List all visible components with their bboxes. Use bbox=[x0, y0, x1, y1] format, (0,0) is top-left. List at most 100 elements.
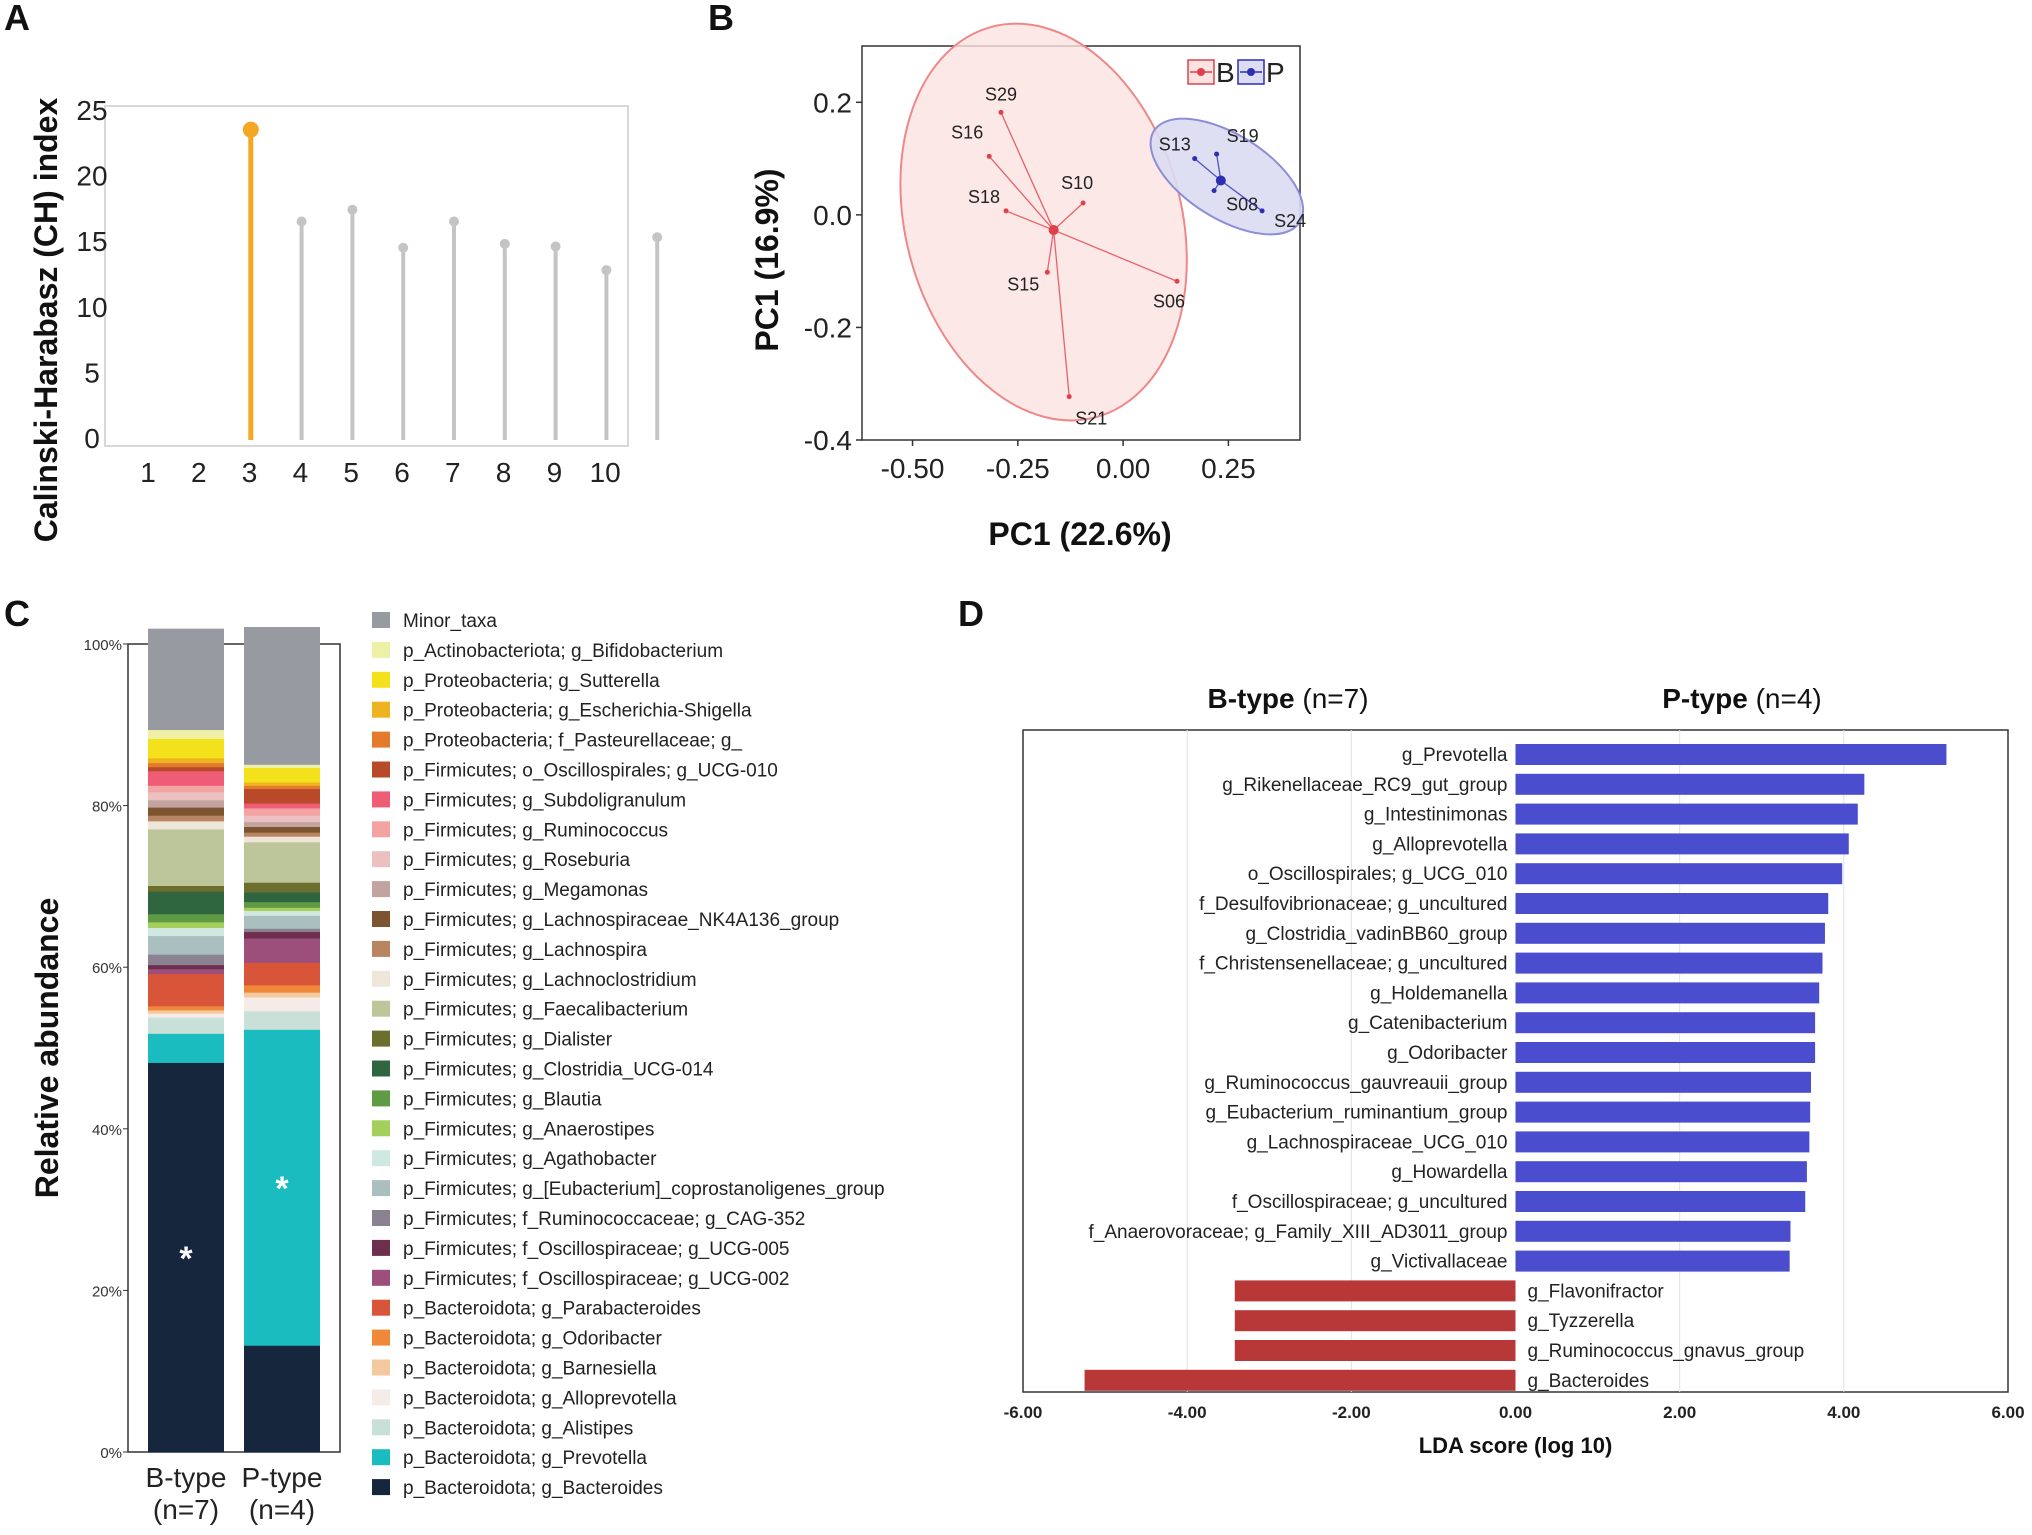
category-label: B-type bbox=[146, 1462, 227, 1493]
taxon-label: g_Bacteroides bbox=[1528, 1371, 1649, 1392]
panel-a-ch-index-chart: 0 5 10 15 20 25 1 2 3 4 5 6 7 8 9 10 Calinski-Harabasz (… bbox=[28, 95, 663, 542]
taxon-label: f_Anaerovoraceae; g_Family_XIII_AD3011_g… bbox=[1089, 1222, 1508, 1243]
lda-bar bbox=[1234, 1340, 1516, 1361]
bar-segment bbox=[244, 785, 320, 790]
bar-segment bbox=[148, 935, 224, 955]
significance-marker: * bbox=[275, 1170, 289, 1208]
legend-swatch bbox=[372, 1030, 390, 1047]
lda-bar bbox=[1515, 803, 1858, 825]
y-tick-label: 15 bbox=[76, 226, 107, 257]
x-tick-label: -6.00 bbox=[1004, 1403, 1043, 1422]
legend-swatch bbox=[372, 1180, 390, 1197]
sample-label: S08 bbox=[1226, 195, 1258, 215]
category-label: P-type bbox=[242, 1462, 323, 1493]
x-tick-label: 7 bbox=[445, 457, 461, 488]
sample-label: S13 bbox=[1159, 135, 1191, 155]
legend-swatch bbox=[372, 911, 390, 927]
legend-label: p_Firmicutes; g_Lachnospiraceae_NK4A136_… bbox=[403, 910, 839, 931]
spider-line bbox=[1220, 179, 1263, 212]
taxon-label: g_Rikenellaceae_RC9_gut_group bbox=[1222, 775, 1507, 796]
bar-segment bbox=[148, 815, 224, 822]
legend-label: p_Firmicutes; g_Anaerostipes bbox=[403, 1119, 654, 1140]
bar-segment bbox=[148, 973, 224, 1007]
legend-label: p_Firmicutes; f_Oscillospiraceae; g_UCG-… bbox=[403, 1269, 790, 1290]
sample-point bbox=[1003, 208, 1009, 214]
legend-swatch bbox=[372, 1269, 390, 1286]
legend-swatch bbox=[372, 1000, 390, 1017]
bar-segment bbox=[244, 767, 320, 783]
sample-label: S06 bbox=[1153, 291, 1185, 311]
y-tick-label: 0% bbox=[100, 1445, 122, 1462]
bar-segment bbox=[148, 968, 224, 975]
spider-line bbox=[1000, 112, 1055, 231]
x-tick-label: 6 bbox=[394, 457, 410, 488]
spider-line bbox=[1005, 210, 1054, 231]
bar-segment bbox=[244, 915, 320, 929]
legend-swatch bbox=[372, 1090, 390, 1107]
sample-label: S18 bbox=[968, 187, 1000, 207]
lda-bar bbox=[1515, 922, 1825, 944]
category-label: (n=7) bbox=[153, 1494, 219, 1525]
bar-segment bbox=[244, 1345, 320, 1453]
x-tick-label: -4.00 bbox=[1168, 1403, 1207, 1422]
cluster-p-ellipse bbox=[1149, 117, 1305, 236]
bar-segment bbox=[244, 808, 320, 816]
lda-bar bbox=[1515, 1161, 1807, 1183]
bar-segment bbox=[148, 785, 224, 793]
lollipop-point bbox=[550, 241, 561, 252]
legend-swatch bbox=[372, 641, 390, 658]
lollipop-point bbox=[242, 121, 259, 138]
legend-marker bbox=[1247, 68, 1255, 76]
sample-point bbox=[1211, 188, 1217, 194]
x-tick-label: -2.00 bbox=[1332, 1403, 1371, 1422]
taxon-label: g_Victivallaceae bbox=[1371, 1252, 1508, 1273]
bar-segment bbox=[244, 992, 320, 998]
y-tick-label: 80% bbox=[92, 799, 122, 816]
sample-point bbox=[1066, 394, 1072, 400]
bar-segment bbox=[148, 757, 224, 764]
bar-segment bbox=[244, 984, 320, 993]
taxon-label: g_Holdemanella bbox=[1370, 983, 1508, 1004]
sample-point bbox=[1259, 208, 1265, 214]
bar-segment bbox=[148, 1013, 224, 1018]
x-tick-label: 2.00 bbox=[1663, 1403, 1696, 1422]
legend-swatch bbox=[372, 1329, 390, 1346]
x-tick-label: -0.25 bbox=[986, 453, 1050, 484]
y-tick-label: -0.2 bbox=[804, 312, 852, 343]
legend-label: p_Bacteroidota; g_Parabacteroides bbox=[403, 1299, 701, 1320]
bar-segment bbox=[148, 729, 224, 739]
legend-label: p_Firmicutes; g_Dialister bbox=[403, 1030, 613, 1051]
bar-segment bbox=[244, 931, 320, 939]
legend-label: p_Firmicutes; g_[Eubacterium]_coprostano… bbox=[403, 1179, 885, 1200]
taxon-label: g_Catenibacterium bbox=[1348, 1013, 1507, 1034]
bar-segment bbox=[148, 954, 224, 966]
category-label: (n=4) bbox=[249, 1494, 315, 1525]
legend-swatch bbox=[372, 1389, 390, 1406]
x-tick-label: 4 bbox=[293, 457, 309, 488]
y-tick-label: 100% bbox=[84, 637, 122, 654]
legend-swatch bbox=[372, 701, 390, 718]
bar-segment bbox=[244, 627, 320, 765]
bar-segment bbox=[148, 820, 224, 830]
lollipop-point bbox=[347, 204, 358, 215]
sample-point bbox=[1080, 200, 1086, 206]
bar-segment bbox=[148, 1010, 224, 1014]
bar-segment bbox=[148, 799, 224, 808]
legend-label: p_Firmicutes; g_Agathobacter bbox=[403, 1149, 657, 1170]
bar-segment bbox=[148, 791, 224, 801]
bar-segment bbox=[148, 891, 224, 915]
legend-swatch bbox=[372, 1359, 390, 1376]
legend-marker bbox=[1197, 68, 1205, 76]
taxon-label: g_Prevotella bbox=[1402, 745, 1508, 766]
lollipop-point bbox=[296, 216, 307, 227]
bar-segment bbox=[148, 1017, 224, 1034]
x-tick-label: 5 bbox=[343, 457, 359, 488]
legend-label: p_Firmicutes; g_Faecalibacterium bbox=[403, 1000, 688, 1021]
legend-swatch bbox=[372, 970, 390, 987]
legend-label: p_Firmicutes; g_Subdoligranulum bbox=[403, 790, 686, 811]
legend-label: p_Firmicutes; g_Megamonas bbox=[403, 880, 648, 901]
legend-label: p_Bacteroidota; g_Alistipes bbox=[403, 1418, 633, 1439]
bar-segment bbox=[244, 1029, 320, 1346]
bar-segment bbox=[244, 997, 320, 1012]
spider-line bbox=[988, 155, 1055, 231]
